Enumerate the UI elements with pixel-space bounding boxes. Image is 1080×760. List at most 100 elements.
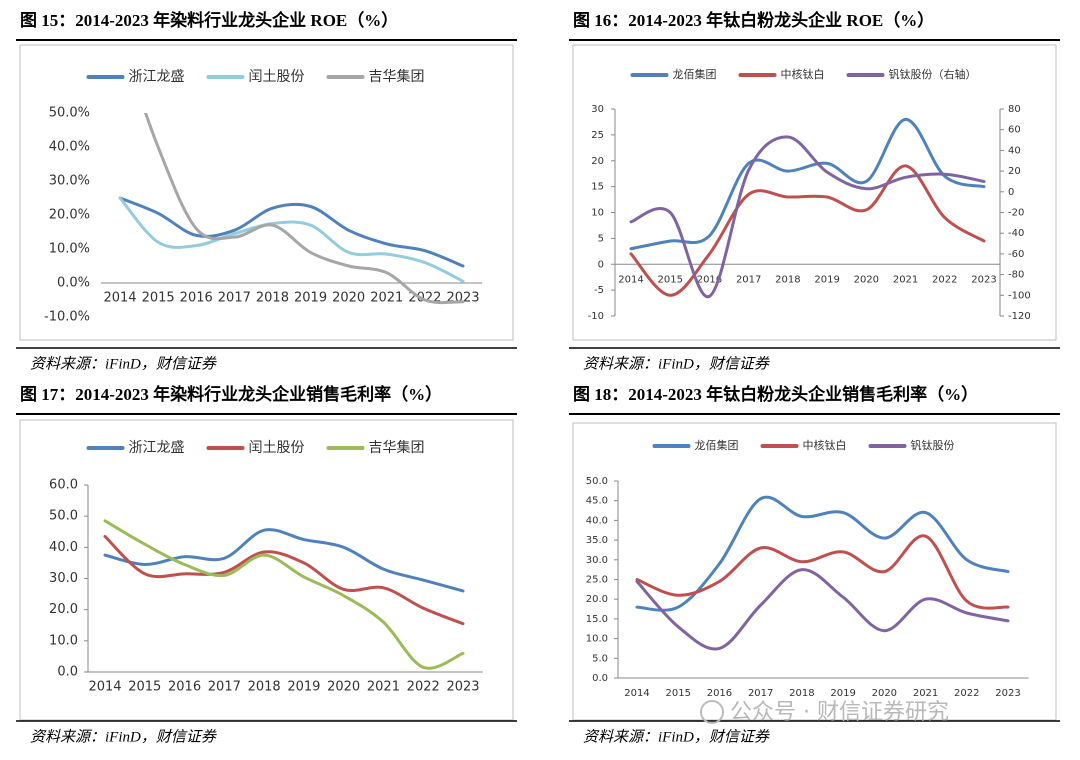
x-tick-label: 2020 — [327, 680, 360, 695]
legend-label: 中核钛白 — [803, 438, 847, 452]
x-tick-label: 2023 — [446, 680, 479, 695]
source-note: 资料来源：iFinD，财信证券 — [583, 355, 770, 372]
x-tick-label: 2020 — [332, 291, 365, 306]
x-tick-label: 2014 — [624, 688, 649, 699]
y-tick-label: 20.0% — [49, 208, 90, 223]
y-tick-label: 40.0 — [586, 515, 608, 526]
x-tick-label: 2023 — [995, 688, 1020, 699]
legend-label: 闰土股份 — [249, 440, 305, 456]
figure-title: 图 16：2014-2023 年钛白粉龙头企业 ROE（%） — [573, 10, 934, 30]
x-tick-label: 2022 — [407, 680, 440, 695]
x-tick-label: 2019 — [287, 680, 320, 695]
y-tick-label: 5 — [598, 233, 604, 244]
y2-tick-label: 40 — [1008, 145, 1021, 156]
y2-tick-label: -40 — [1008, 228, 1024, 239]
legend-label: 中核钛白 — [781, 67, 825, 81]
series-line — [118, 196, 465, 268]
x-tick-label: 2019 — [814, 274, 839, 285]
y-tick-label: 30.0% — [49, 174, 90, 189]
legend-label: 闰土股份 — [249, 69, 305, 85]
y-tick-label: 25 — [591, 130, 604, 141]
y-tick-label: 50.0 — [586, 476, 608, 487]
figure-title: 图 18：2014-2023 年钛白粉龙头企业销售毛利率（%） — [573, 384, 978, 404]
series-line — [635, 495, 1010, 612]
y-tick-label: 15 — [591, 182, 604, 193]
chart-frame — [19, 44, 514, 341]
y-tick-label: 20.0 — [49, 602, 78, 617]
x-tick-label: 2016 — [180, 291, 213, 306]
x-tick-label: 2018 — [789, 688, 814, 699]
y-tick-label: 0.0% — [57, 276, 90, 291]
x-tick-label: 2018 — [256, 291, 289, 306]
series-line — [118, 196, 465, 283]
legend-label: 龙佰集团 — [695, 438, 739, 452]
x-tick-label: 2016 — [697, 274, 722, 285]
y-tick-label: -10.0% — [44, 310, 90, 325]
y-tick-label: 30 — [591, 104, 604, 115]
y2-tick-label: 0 — [1008, 187, 1014, 198]
y-tick-label: 60.0 — [49, 478, 78, 493]
x-tick-label: 2015 — [657, 274, 682, 285]
series-line — [103, 519, 465, 670]
x-tick-label: 2017 — [748, 688, 773, 699]
legend-label: 浙江龙盛 — [129, 440, 185, 456]
x-tick-label: 2019 — [830, 688, 855, 699]
x-tick-label: 2022 — [932, 274, 957, 285]
y-tick-label: 20 — [591, 156, 604, 167]
y-tick-label: 0 — [598, 259, 604, 270]
y-tick-label: 5.0 — [592, 653, 608, 664]
y-tick-label: 40.0 — [49, 540, 78, 555]
x-tick-label: 2020 — [872, 688, 897, 699]
y-tick-label: 45.0 — [586, 496, 608, 507]
watermark: 公众号 · 财信证券研究 — [730, 700, 949, 725]
x-tick-label: 2021 — [893, 274, 918, 285]
x-tick-label: 2017 — [736, 274, 761, 285]
y-tick-label: -10 — [588, 311, 604, 322]
y-tick-label: 10 — [591, 208, 604, 219]
y2-tick-label: -120 — [1008, 311, 1031, 322]
series-line — [635, 568, 1010, 651]
y-tick-label: 10.0 — [586, 634, 608, 645]
y2-tick-label: -20 — [1008, 208, 1024, 219]
x-tick-label: 2020 — [854, 274, 879, 285]
source-note: 资料来源：iFinD，财信证券 — [30, 355, 217, 372]
x-tick-label: 2014 — [618, 274, 643, 285]
chart-frame — [19, 419, 514, 721]
series-line — [103, 534, 465, 626]
y-tick-label: 50.0% — [49, 106, 90, 121]
x-tick-label: 2018 — [248, 680, 281, 695]
x-tick-label: 2022 — [954, 688, 979, 699]
x-tick-label: 2021 — [913, 688, 938, 699]
series-line — [103, 528, 465, 593]
y2-tick-label: 60 — [1008, 125, 1021, 136]
source-note: 资料来源：iFinD，财信证券 — [583, 728, 770, 745]
x-tick-label: 2017 — [208, 680, 241, 695]
x-tick-label: 2021 — [367, 680, 400, 695]
figure-title: 图 17：2014-2023 年染料行业龙头企业销售毛利率（%） — [20, 384, 442, 404]
x-tick-label: 2023 — [971, 274, 996, 285]
x-tick-label: 2015 — [142, 291, 175, 306]
y2-tick-label: -100 — [1008, 290, 1031, 301]
legend-label: 吉华集团 — [369, 439, 425, 456]
y-tick-label: 15.0 — [586, 614, 608, 625]
legend-label: 浙江龙盛 — [129, 69, 185, 85]
legend-label: 吉华集团 — [369, 68, 425, 85]
y-tick-label: 40.0% — [49, 140, 90, 155]
y-tick-label: 0.0 — [57, 665, 78, 680]
y-tick-label: 50.0 — [49, 509, 78, 524]
legend-label: 钒钛股份 — [911, 438, 955, 452]
y-tick-label: 10.0 — [49, 633, 78, 648]
chart-frame — [572, 422, 1057, 721]
x-tick-label: 2015 — [128, 680, 161, 695]
legend-label: 钒钛股份（右轴） — [889, 67, 977, 81]
y-tick-label: 0.0 — [592, 673, 608, 684]
y-tick-label: 30.0 — [586, 555, 608, 566]
y-tick-label: 10.0% — [49, 242, 90, 257]
x-tick-label: 2014 — [103, 291, 136, 306]
y-tick-label: -5 — [594, 285, 604, 296]
x-tick-label: 2016 — [707, 688, 732, 699]
series-line — [143, 113, 465, 305]
series-line — [629, 135, 986, 298]
x-tick-label: 2019 — [294, 291, 327, 306]
